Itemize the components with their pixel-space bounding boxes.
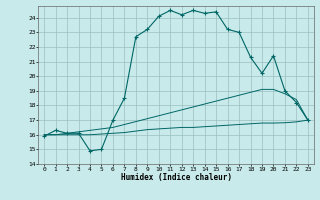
X-axis label: Humidex (Indice chaleur): Humidex (Indice chaleur) [121,173,231,182]
